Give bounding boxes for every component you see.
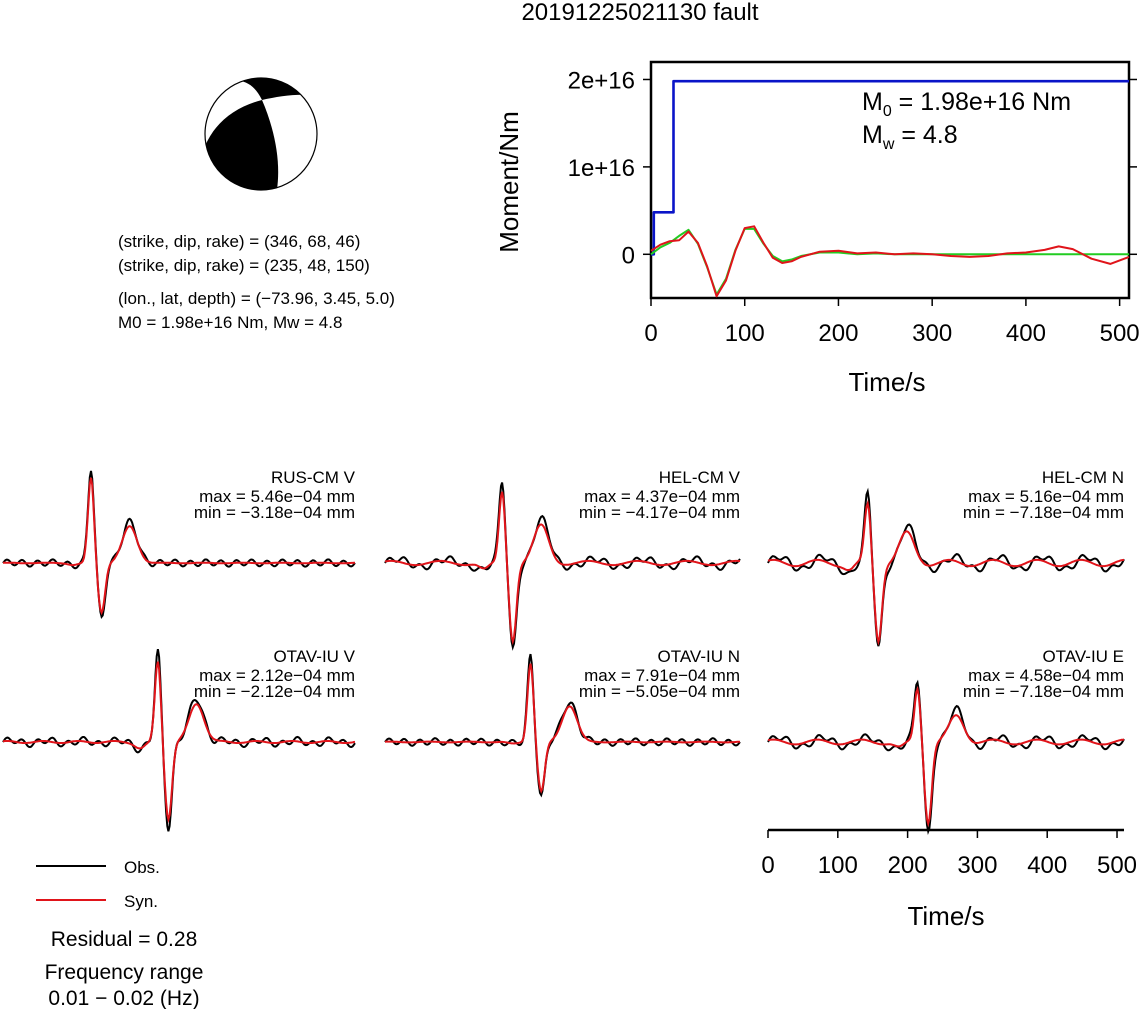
figure-title: 20191225021130 fault xyxy=(521,0,758,26)
moment-xlabel: Time/s xyxy=(848,367,925,397)
waveform-syn xyxy=(3,477,356,616)
waveform-xtick-label: 400 xyxy=(1027,852,1067,879)
moment-xtick-label: 0 xyxy=(644,320,657,347)
focal-params-line4: M0 = 1.98e+16 Nm, Mw = 4.8 xyxy=(118,313,342,332)
focal-mechanism-beachball xyxy=(204,77,318,191)
waveform-max: max = 5.46e−04 mm xyxy=(199,487,355,506)
moment-ylabel: Moment/Nm xyxy=(494,111,524,253)
station-label: RUS-CM V xyxy=(271,468,356,487)
waveform-xlabel: Time/s xyxy=(907,901,984,931)
legend-obs-label: Obs. xyxy=(124,858,160,877)
legend-syn-label: Syn. xyxy=(124,892,158,911)
moment-xtick-label: 400 xyxy=(1006,320,1046,347)
moment-xtick-label: 200 xyxy=(818,320,858,347)
moment-annotation-mw: Mw = 4.8 xyxy=(862,121,958,153)
frequency-range-label: Frequency range xyxy=(45,961,204,984)
waveform-min: min = −7.18e−04 mm xyxy=(963,682,1124,701)
moment-xtick-label: 100 xyxy=(725,320,765,347)
station-label: OTAV-IU N xyxy=(658,647,741,666)
station-label: HEL-CM N xyxy=(1042,468,1124,487)
waveform-max: max = 4.37e−04 mm xyxy=(584,487,740,506)
waveform-time-axis: 0 100 200 300 400 500 xyxy=(761,828,1137,879)
waveform-syn xyxy=(384,663,741,794)
moment-ytick-label: 2e+16 xyxy=(568,67,635,94)
moment-ytick-label: 0 xyxy=(622,242,635,269)
waveform-xtick-label: 300 xyxy=(957,852,997,879)
moment-plot: 0 100 200 300 400 500 0 1e+16 2e+16 M0 = 1.98e+1… xyxy=(494,60,1139,397)
moment-series-blue xyxy=(651,79,1129,256)
waveform-max: max = 5.16e−04 mm xyxy=(968,487,1124,506)
waveform-max: max = 2.12e−04 mm xyxy=(199,666,355,685)
waveform-max: max = 7.91e−04 mm xyxy=(584,666,740,685)
station-label: OTAV-IU V xyxy=(273,647,355,666)
waveform-min: min = −5.05e−04 mm xyxy=(579,682,740,701)
waveform-min: min = −4.17e−04 mm xyxy=(579,503,740,522)
waveform-syn xyxy=(2,661,356,824)
moment-xtick-label: 500 xyxy=(1100,320,1139,347)
legend: Obs. Syn. xyxy=(36,858,160,911)
moment-plot-frame xyxy=(649,60,1131,300)
waveform-min: min = −3.18e−04 mm xyxy=(194,503,355,522)
moment-ytick-label: 1e+16 xyxy=(568,155,635,182)
frequency-range-value: 0.01 − 0.02 (Hz) xyxy=(48,987,199,1009)
waveform-xtick-label: 200 xyxy=(888,852,928,879)
moment-axes: 0 100 200 300 400 500 0 1e+16 2e+16 xyxy=(568,67,1139,347)
waveform-syn xyxy=(384,491,741,646)
waveform-syn xyxy=(767,685,1125,828)
waveform-xtick-label: 100 xyxy=(818,852,858,879)
focal-params-line3: (lon., lat, depth) = (−73.96, 3.45, 5.0) xyxy=(118,289,395,308)
moment-annotation-m0: M0 = 1.98e+16 Nm xyxy=(862,88,1071,120)
station-label: HEL-CM V xyxy=(659,468,741,487)
moment-series-red xyxy=(650,225,1130,298)
focal-params-line2: (strike, dip, rake) = (235, 48, 150) xyxy=(118,256,370,275)
waveform-max: max = 4.58e−04 mm xyxy=(968,666,1124,685)
waveform-min: min = −7.18e−04 mm xyxy=(963,503,1124,522)
waveform-xtick-label: 0 xyxy=(761,852,774,879)
waveform-min: min = −2.12e−04 mm xyxy=(194,682,355,701)
waveform-xtick-label: 500 xyxy=(1097,852,1137,879)
residual-text: Residual = 0.28 xyxy=(51,928,198,951)
moment-series xyxy=(650,79,1130,298)
focal-params-line1: (strike, dip, rake) = (346, 68, 46) xyxy=(118,232,360,251)
waveform-syn xyxy=(767,499,1125,646)
waveform-obs xyxy=(767,679,1125,835)
station-label: OTAV-IU E xyxy=(1042,647,1124,666)
moment-xtick-label: 300 xyxy=(912,320,952,347)
